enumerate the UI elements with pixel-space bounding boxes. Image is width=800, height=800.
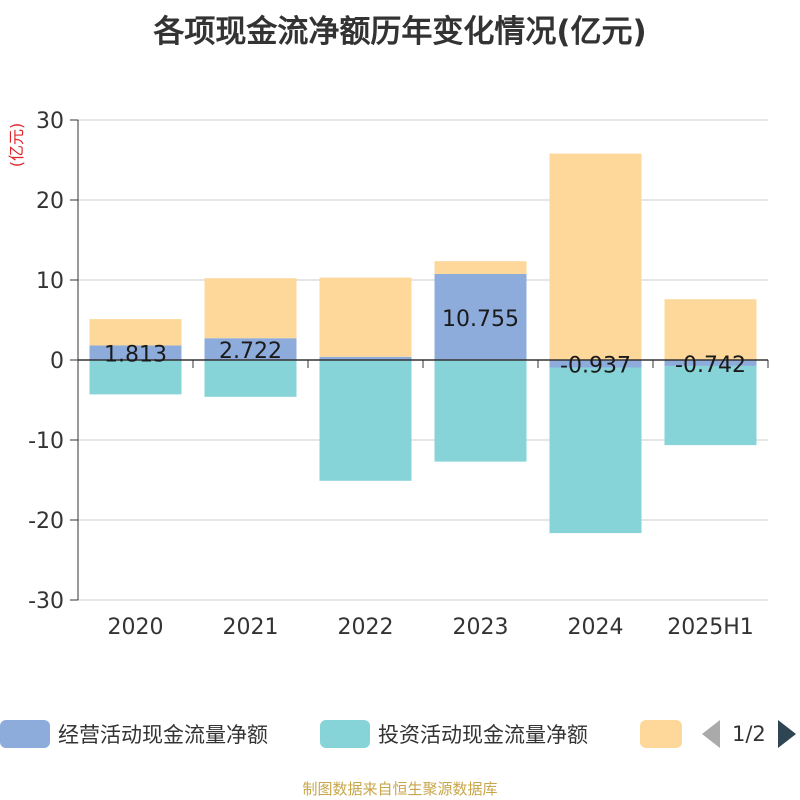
bar-third	[89, 319, 182, 346]
data-label: -0.742	[675, 353, 746, 378]
y-tick-label: 10	[36, 269, 64, 294]
legend-swatch-operating	[0, 720, 50, 748]
legend-item-third[interactable]	[640, 716, 682, 752]
bar-operating	[664, 360, 757, 366]
x-tick-label: 2021	[223, 615, 279, 640]
y-tick-label: 30	[36, 109, 64, 134]
legend-swatch-third	[640, 720, 682, 748]
bar-third	[664, 299, 757, 360]
x-tick-label: 2023	[453, 615, 509, 640]
bar-investing	[204, 360, 297, 397]
x-tick-label: 2022	[338, 615, 394, 640]
y-tick-label: 0	[50, 349, 64, 374]
bar-operating	[319, 356, 412, 360]
bar-operating	[549, 360, 642, 368]
y-tick-label: -30	[28, 589, 64, 614]
bar-investing	[664, 365, 757, 446]
chart-title: 各项现金流净额历年变化情况(亿元)	[153, 14, 647, 50]
bar-third	[319, 277, 412, 357]
x-tick-label: 2020	[108, 615, 164, 640]
data-label: 1.813	[104, 343, 167, 368]
bar-investing	[319, 360, 412, 481]
bar-third	[549, 153, 642, 360]
bar-operating	[204, 338, 297, 360]
bar-operating	[89, 345, 182, 360]
y-tick-label: 20	[36, 189, 64, 214]
bar-chart: 30 20 10 0 -10 -20 -30 (亿元) 1.813 2.722 10.755 -0.9…	[7, 109, 769, 640]
legend-item-investing[interactable]: 投资活动现金流量净额	[320, 716, 588, 752]
y-tick-label: -20	[28, 509, 64, 534]
x-tick-label: 2024	[568, 615, 624, 640]
data-label: 2.722	[219, 339, 282, 364]
legend-label-operating: 经营活动现金流量净额	[58, 723, 268, 747]
legend-swatch-investing	[320, 720, 370, 748]
y-tick-label: -10	[28, 429, 64, 454]
bar-investing	[434, 360, 527, 462]
legend-next-icon[interactable]	[777, 720, 796, 748]
bar-third	[434, 261, 527, 274]
data-label: 10.755	[442, 307, 519, 332]
data-label: -0.937	[560, 354, 631, 379]
legend-label-investing: 投资活动现金流量净额	[378, 723, 588, 747]
x-tick-label: 2025H1	[667, 615, 754, 640]
legend: 经营活动现金流量净额 投资活动现金流量净额 1/2	[0, 716, 800, 752]
y-axis-label: (亿元)	[7, 123, 26, 168]
legend-prev-icon[interactable]	[702, 720, 720, 748]
source-note: 制图数据来自恒生聚源数据库	[302, 780, 498, 798]
bar-investing	[549, 367, 642, 534]
bar-investing	[89, 360, 182, 395]
legend-pager: 1/2	[702, 716, 796, 752]
legend-item-operating[interactable]: 经营活动现金流量净额	[0, 716, 268, 752]
bar-third	[204, 278, 297, 339]
legend-page-indicator: 1/2	[732, 722, 766, 746]
bar-operating	[434, 273, 527, 360]
